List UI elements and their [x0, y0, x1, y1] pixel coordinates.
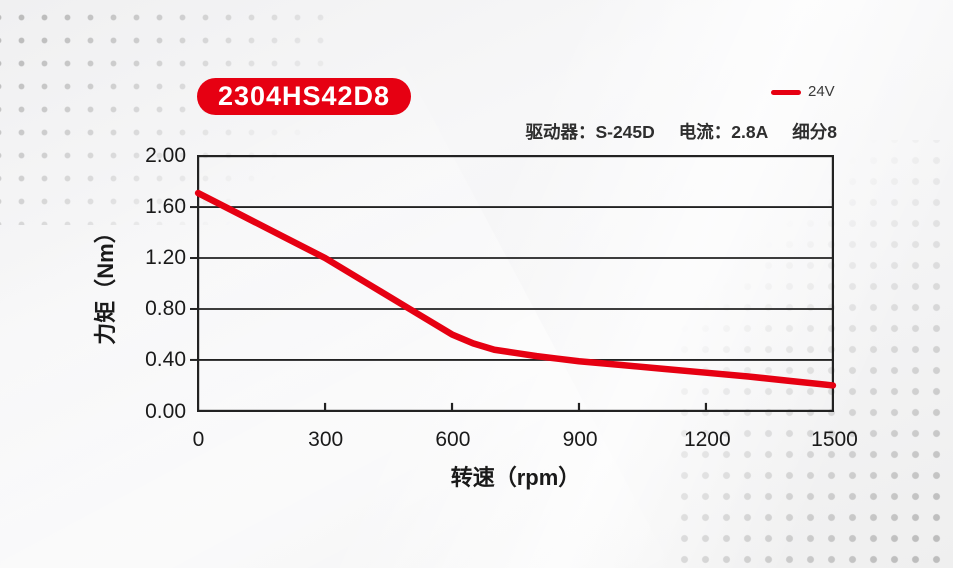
x-tick-label: 1200	[683, 428, 731, 451]
model-badge-label: 2304HS42D8	[217, 81, 391, 111]
legend-line-swatch	[771, 90, 801, 95]
y-tick-label: 0.80	[145, 297, 186, 321]
x-tick-label: 600	[435, 428, 471, 451]
current-rating-label: 电流：2.8A	[678, 122, 769, 142]
y-tick-label: 2.00	[145, 143, 186, 167]
legend-label: 24V	[808, 83, 835, 100]
legend: 24V	[771, 83, 835, 100]
driver-model-label: 驱动器：S-245D	[525, 122, 655, 142]
model-badge: 2304HS42D8	[197, 78, 411, 115]
plot-svg	[190, 155, 837, 413]
y-axis-title: 力矩（Nm）	[93, 221, 118, 345]
x-tick-label: 900	[562, 428, 598, 451]
y-tick-label: 0.00	[145, 399, 186, 423]
x-tick-label: 300	[308, 428, 344, 451]
driver-info: 驱动器：S-245D 电流：2.8A 细分8	[525, 119, 837, 144]
x-axis-title: 转速（rpm）	[450, 465, 581, 490]
x-tick-label: 0	[192, 428, 205, 451]
y-tick-label: 0.40	[145, 348, 186, 372]
y-tick-label: 1.60	[145, 194, 186, 218]
x-tick-label: 1500	[811, 428, 858, 451]
y-tick-label: 1.20	[145, 245, 186, 269]
microstep-label: 细分8	[792, 122, 837, 142]
